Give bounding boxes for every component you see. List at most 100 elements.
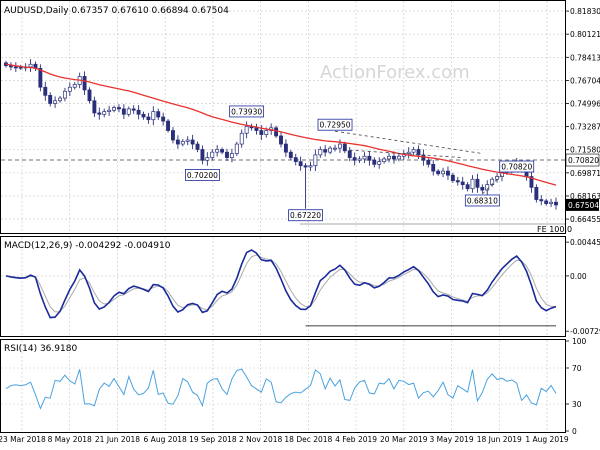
rsi-y-tick-label: 100 xyxy=(572,337,587,346)
price-y-tick-label: 0.74996 xyxy=(570,100,600,109)
candle-body xyxy=(347,150,352,158)
candle-body xyxy=(495,176,500,180)
macd-panel-frame xyxy=(0,236,566,337)
candle-body xyxy=(436,170,441,175)
candle-body xyxy=(229,153,234,158)
price-annotation-box xyxy=(317,118,353,131)
rsi-line xyxy=(5,368,557,410)
rsi-y-tick-label: 30 xyxy=(572,400,582,409)
candle-body xyxy=(200,149,205,161)
macd-y-tick-label: 0.00 xyxy=(570,272,587,281)
candle-body xyxy=(333,147,337,150)
candle-body xyxy=(293,157,298,162)
candle-body xyxy=(391,155,396,160)
candle-body xyxy=(264,130,269,135)
watermark: ActionForex.com xyxy=(320,62,470,83)
candle-body xyxy=(274,127,279,137)
candle-body xyxy=(82,76,87,91)
candle-body xyxy=(450,174,455,181)
x-tick-label: 1 Aug 2019 xyxy=(525,435,568,444)
candle-body xyxy=(112,107,116,111)
candle-body xyxy=(53,100,58,104)
candle-body xyxy=(156,111,161,118)
price-y-tick-label: 0.76704 xyxy=(570,76,600,85)
candle-body xyxy=(539,199,544,202)
candle-body xyxy=(141,113,146,118)
candle-body xyxy=(28,63,33,68)
candle-body xyxy=(239,132,244,145)
x-tick-label: 19 Sep 2018 xyxy=(189,435,237,444)
x-tick-label: 18 Jun 2019 xyxy=(477,435,522,444)
candle-body xyxy=(259,130,264,135)
candle-body xyxy=(529,176,534,188)
candle-body xyxy=(298,161,303,167)
candle-body xyxy=(121,108,126,115)
price-y-tick-label: 0.81830 xyxy=(570,7,600,16)
candle-body xyxy=(116,107,121,110)
price-y-tick-label: 0.78413 xyxy=(570,53,600,62)
candle-body xyxy=(195,143,200,150)
price-panel-frame xyxy=(0,0,566,234)
pattern-line xyxy=(482,159,517,195)
candle-body xyxy=(303,165,308,168)
candle-body xyxy=(485,184,490,191)
candle-body xyxy=(151,111,156,121)
candle-body xyxy=(416,149,421,156)
candle-body xyxy=(328,147,333,153)
candle-body xyxy=(220,149,225,153)
candle-body xyxy=(544,200,549,204)
candle-body xyxy=(136,109,141,115)
candle-body xyxy=(411,149,416,153)
candle-body xyxy=(372,159,377,165)
price-y-tick-label: 0.73287 xyxy=(570,123,600,132)
moving-average-line xyxy=(5,63,557,186)
candle-body xyxy=(406,151,411,154)
candle-body xyxy=(308,165,313,168)
candle-body xyxy=(460,181,465,185)
macd-signal-line xyxy=(5,254,557,313)
candle-body xyxy=(470,178,475,190)
candle-body xyxy=(210,151,215,158)
x-tick-label: 8 May 2018 xyxy=(48,435,92,444)
grid-lines xyxy=(1,1,565,432)
price-annotation-label: 0.73930 xyxy=(231,107,262,116)
rsi-y-tick-label: 0 xyxy=(572,427,577,436)
candle-body xyxy=(97,112,102,115)
candle-body xyxy=(357,158,362,161)
candle-body xyxy=(102,111,107,115)
candle-body xyxy=(534,187,539,200)
candle-body xyxy=(362,155,367,160)
candle-body xyxy=(13,66,18,69)
axis-labels: 23 Mar 2018 8 May 2018 21 Jun 2018 6 Aug 20… xyxy=(0,7,600,444)
candle-body xyxy=(352,157,357,161)
marker-price-label: 0.70820 xyxy=(568,156,599,165)
candle-body xyxy=(87,89,92,102)
candle-body xyxy=(190,139,195,145)
macd-y-tick-label: -0.007298 xyxy=(570,327,600,336)
candle-body xyxy=(215,149,220,153)
candle-body xyxy=(396,155,401,160)
candle-body xyxy=(283,143,288,153)
candle-body xyxy=(342,143,347,152)
rsi-header: RSI(14) 36.9180 xyxy=(4,344,77,354)
candle-body xyxy=(62,90,67,99)
candle-body xyxy=(465,184,470,190)
price-annotation-box xyxy=(464,194,500,207)
last-price-label: 0.67504 xyxy=(568,201,599,210)
candle-body xyxy=(171,130,175,141)
candle-body xyxy=(367,155,372,161)
pattern-line xyxy=(349,149,463,158)
macd-line xyxy=(5,249,557,319)
candle-body xyxy=(146,116,151,121)
macd-series xyxy=(5,249,557,327)
candle-body xyxy=(48,95,53,104)
candle-body xyxy=(126,108,131,115)
candle-body xyxy=(446,170,450,176)
candle-body xyxy=(377,161,382,165)
price-y-tick-label: 0.80121 xyxy=(570,30,600,39)
price-y-tick-label: 0.71580 xyxy=(570,146,600,155)
candle-body xyxy=(185,139,190,142)
candle-body xyxy=(92,100,97,114)
